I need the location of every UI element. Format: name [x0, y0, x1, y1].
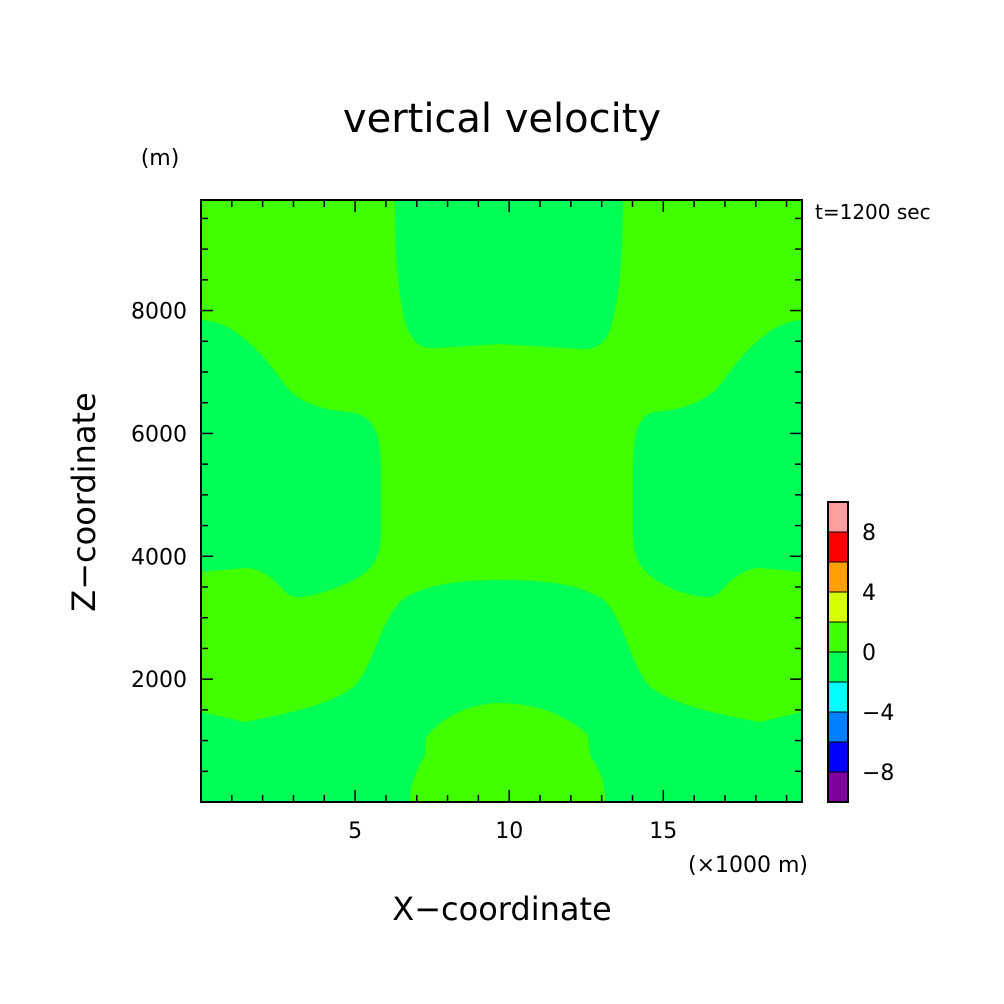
- colorbar-swatch: [827, 591, 849, 623]
- x-tick-label: 5: [348, 819, 362, 844]
- colorbar: −8 −4 0 4 8: [827, 501, 894, 803]
- colorbar-frame: [827, 501, 849, 803]
- colorbar-swatch: [827, 531, 849, 563]
- colorbar-swatch: [827, 651, 849, 683]
- time-label: t=1200 sec: [815, 200, 931, 224]
- region-negative-left: [201, 320, 381, 598]
- colorbar-swatch: [827, 561, 849, 593]
- x-tick-label: 10: [495, 819, 523, 844]
- x-axis-label: X−coordinate: [392, 890, 611, 928]
- colorbar-swatch: [827, 741, 849, 773]
- colorbar-swatch: [827, 711, 849, 743]
- colorbar-swatch: [827, 681, 849, 713]
- y-axis-unit: (m): [141, 146, 180, 171]
- axis-ticks: [201, 200, 802, 802]
- y-tick-label: 6000: [131, 422, 187, 447]
- colorbar-swatch: [827, 621, 849, 653]
- region-negative-top-center: [395, 200, 623, 350]
- y-tick-label: 4000: [131, 545, 187, 570]
- y-axis-tick-labels: 2000 4000 6000 8000: [131, 300, 187, 694]
- colorbar-tick-label: −4: [862, 701, 894, 726]
- x-axis-tick-labels: 5 10 15: [348, 819, 677, 844]
- colorbar-tick-label: 8: [862, 521, 876, 546]
- colorbar-tick-label: 4: [862, 581, 876, 606]
- colorbar-tick-label: 0: [862, 641, 876, 666]
- region-negative-bottom: [201, 580, 802, 802]
- chart-title: vertical velocity: [343, 96, 661, 142]
- colorbar-swatch: [827, 501, 849, 533]
- region-positive-bottom-bubble: [410, 703, 606, 802]
- y-tick-label: 2000: [131, 668, 187, 693]
- y-tick-label: 8000: [131, 300, 187, 325]
- colorbar-tick-label: −8: [862, 761, 894, 786]
- colorbar-swatch: [827, 771, 849, 803]
- x-tick-label: 15: [649, 819, 677, 844]
- plot-frame: [200, 199, 803, 803]
- y-axis-label: Z−coordinate: [65, 392, 103, 611]
- x-axis-unit: (×1000 m): [688, 853, 808, 878]
- region-negative-right: [633, 320, 802, 598]
- plot-area: [200, 199, 803, 803]
